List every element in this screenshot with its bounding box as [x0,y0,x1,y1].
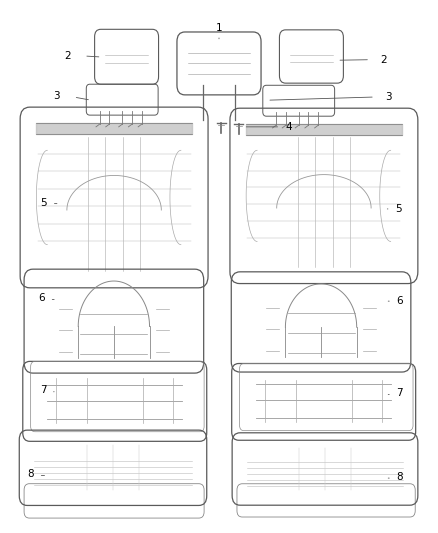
Text: 7: 7 [396,389,403,398]
Text: 5: 5 [40,198,47,207]
Text: 4: 4 [286,122,293,132]
Text: 2: 2 [380,55,387,64]
Text: 3: 3 [385,92,392,102]
Text: 1: 1 [215,23,223,33]
Text: 8: 8 [27,470,34,479]
Text: 8: 8 [396,472,403,482]
Text: 7: 7 [39,385,46,395]
Text: 6: 6 [38,294,45,303]
Text: 5: 5 [395,204,402,214]
Text: 2: 2 [64,51,71,61]
Text: 6: 6 [396,296,403,306]
Text: 3: 3 [53,91,60,101]
